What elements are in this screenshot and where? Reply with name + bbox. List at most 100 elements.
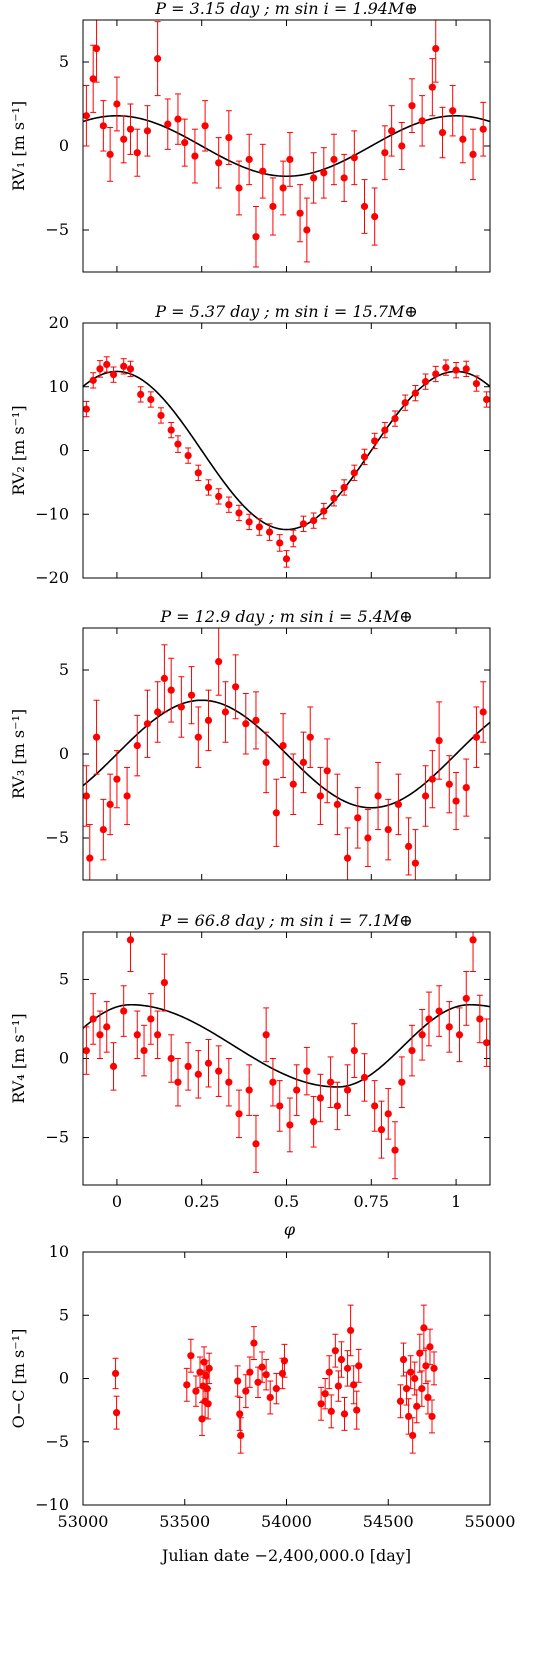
data-point	[286, 1121, 294, 1129]
data-point	[183, 1381, 191, 1389]
data-point	[174, 115, 182, 123]
chart-title: P = 3.15 day ; m sin i = 1.94M⊕	[154, 0, 418, 18]
data-point	[245, 518, 253, 526]
data-point	[428, 1412, 436, 1421]
y-axis-label: RV₁ [m s⁻¹]	[9, 101, 28, 191]
data-point	[416, 1349, 424, 1357]
data-point	[235, 509, 243, 517]
data-point	[265, 528, 274, 536]
data-point	[472, 733, 481, 741]
chart-panel-5: −10 −5 0 5 10 53000 53500 54000 54500 55000 O−C [m…	[9, 1242, 515, 1565]
data-point	[310, 517, 318, 525]
data-point	[452, 797, 460, 805]
data-point	[326, 1078, 335, 1086]
data-point	[405, 1412, 413, 1421]
y-tick-label: 5	[59, 1305, 69, 1324]
data-point	[194, 733, 202, 741]
data-point	[192, 1387, 200, 1395]
model-curve	[83, 114, 490, 178]
data-point	[276, 1102, 284, 1110]
data-point	[289, 534, 297, 543]
model-curve	[83, 699, 490, 809]
x-axis-label: Julian date −2,400,000.0 [day]	[160, 1546, 411, 1565]
data-point	[396, 1397, 405, 1405]
data-point	[167, 686, 175, 694]
data-point	[350, 1381, 358, 1389]
data-point	[303, 226, 311, 234]
data-point	[350, 154, 358, 162]
data-point	[262, 758, 270, 767]
data-point	[204, 1400, 212, 1408]
chart-title: P = 12.9 day ; m sin i = 5.4M⊕	[159, 607, 412, 626]
y-tick-label: 20	[49, 313, 69, 332]
data-point	[86, 854, 94, 862]
data-point	[194, 1070, 202, 1078]
data-point	[258, 1363, 266, 1371]
x-tick-label: 53500	[159, 1512, 210, 1531]
data-point	[377, 1126, 386, 1134]
data-point	[242, 720, 250, 728]
data-point	[191, 152, 199, 160]
data-point	[137, 390, 145, 398]
data-point	[408, 102, 416, 110]
data-point	[196, 1368, 204, 1376]
data-point	[111, 1369, 120, 1378]
data-point	[355, 1362, 363, 1370]
data-point	[428, 775, 436, 783]
data-point	[221, 708, 230, 716]
data-point	[432, 370, 440, 378]
data-point	[381, 426, 389, 434]
data-point	[126, 936, 135, 944]
data-point	[89, 376, 97, 384]
data-point	[92, 733, 101, 741]
data-point	[452, 366, 460, 374]
data-point	[181, 139, 189, 147]
data-point	[126, 125, 135, 133]
data-point	[246, 1368, 254, 1376]
data-point	[126, 365, 135, 373]
data-point	[424, 1393, 432, 1402]
y-tick-label: 10	[49, 377, 69, 396]
data-point	[250, 1339, 258, 1347]
data-point	[245, 1086, 253, 1094]
data-point	[316, 792, 325, 800]
data-point	[398, 1078, 406, 1086]
data-point	[384, 826, 392, 834]
data-point	[202, 1372, 210, 1380]
data-point	[337, 1355, 346, 1364]
data-point	[333, 800, 341, 809]
x-tick-label: 0.75	[353, 1192, 389, 1211]
y-tick-label: 0	[59, 136, 69, 155]
data-point	[391, 415, 399, 423]
data-point	[234, 1377, 242, 1385]
data-point	[388, 127, 396, 135]
data-point	[254, 1378, 262, 1386]
y-tick-label: 0	[59, 1049, 69, 1068]
data-point	[92, 44, 101, 53]
data-point	[99, 826, 107, 834]
data-point	[154, 708, 162, 716]
data-point	[154, 55, 162, 63]
x-tick-label: 55000	[465, 1512, 516, 1531]
plot-frame	[82, 627, 491, 881]
data-point	[462, 784, 470, 792]
data-point	[360, 202, 369, 211]
x-tick-label: 1	[451, 1192, 461, 1211]
y-axis-label: RV₄ [m s⁻¹]	[9, 1013, 28, 1103]
chart-title: P = 66.8 day ; m sin i = 7.1M⊕	[159, 911, 412, 930]
data-point	[187, 1352, 195, 1360]
data-point	[340, 174, 348, 182]
data-point	[327, 1407, 335, 1415]
data-layer	[83, 20, 490, 268]
data-point	[360, 453, 369, 461]
data-point	[316, 1094, 325, 1102]
data-point	[422, 1362, 430, 1370]
data-point	[133, 1031, 141, 1039]
plot-frame	[82, 1251, 491, 1506]
data-point	[325, 1368, 333, 1376]
data-point	[262, 1031, 270, 1039]
data-point	[225, 134, 233, 142]
data-point	[340, 1410, 349, 1418]
data-point	[401, 399, 409, 407]
data-point	[420, 1324, 428, 1332]
